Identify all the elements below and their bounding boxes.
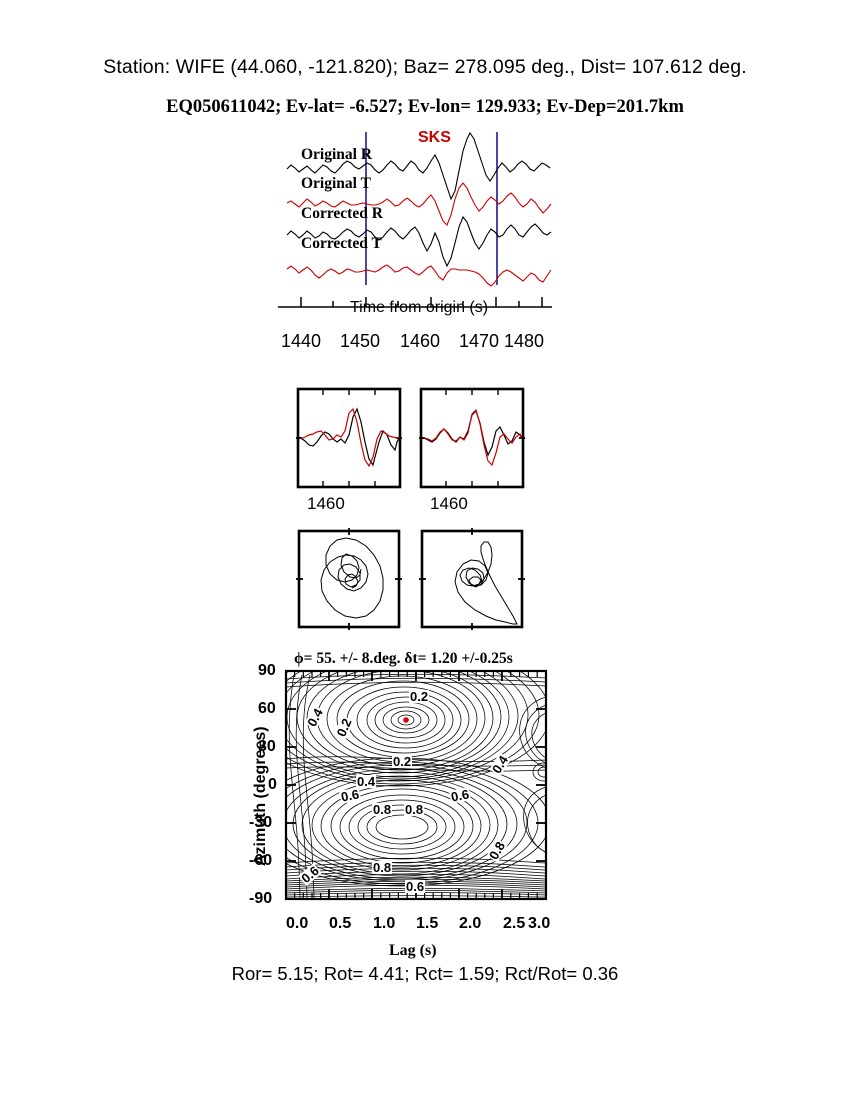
waveform-panel (278, 131, 552, 308)
contour-xtick-5: 2.5 (503, 915, 526, 932)
time-tick-1480: 1480 (504, 331, 545, 351)
zoom-panel-left-frame (296, 387, 402, 489)
zoom-right-trace-fast (423, 409, 523, 457)
contour-label-3: 0.2 (392, 754, 413, 769)
contour-label-9: 0.8 (404, 802, 425, 817)
particle-motion-left (296, 528, 402, 630)
particle-motion-right-path (454, 541, 518, 625)
contour-label-5: 0.4 (356, 774, 377, 789)
contour-xtick-1: 0.5 (329, 915, 352, 932)
event-header-line: EQ050611042; Ev-lat= -6.527; Ev-lon= 129… (166, 97, 684, 117)
contour-label-7: 0.6 (448, 786, 472, 805)
time-tick-1440: 1440 (281, 331, 322, 351)
trace-corrected-r (286, 215, 552, 268)
contour-ytick-neg60: -60 (249, 852, 273, 869)
contour-xtick-2: 1.0 (373, 915, 396, 932)
trace-corrected-t (286, 264, 552, 287)
contour-ytick-60: 60 (258, 700, 276, 717)
trace-label-original-r: Original R (301, 146, 373, 163)
contour-y-axis-title: Azimuth (degrees) (252, 726, 269, 866)
footer-stats-line: Ror= 5.15; Rot= 4.41; Rct= 1.59; Rct/Rot… (231, 963, 619, 984)
contour-label-12: 0.8 (372, 860, 393, 875)
contour-ytick-90: 90 (258, 662, 276, 679)
contour-plot-title: ϕ= 55. +/- 8.deg. δt= 1.20 +/-0.25s (294, 650, 513, 667)
contour-ytick-30: 30 (258, 738, 276, 755)
contour-label-13: 0.6 (405, 879, 426, 894)
contour-x-axis-title: Lag (s) (389, 942, 437, 959)
particle-motion-left-path (320, 537, 384, 619)
zoom-panel-left (296, 387, 402, 489)
trace-label-corrected-r: Corrected R (301, 205, 383, 222)
zoom-left-trace-slow (300, 407, 399, 468)
contour-label-8: 0.8 (372, 802, 393, 817)
contour-xtick-3: 1.5 (416, 915, 439, 932)
contour-xtick-6: 3.0 (528, 915, 551, 932)
contour-x-major-ticks (285, 671, 547, 899)
zoom-right-trace-slow (423, 408, 523, 467)
zoom-left-trace-fast (300, 407, 400, 467)
particle-motion-left-frame (297, 529, 401, 629)
time-tick-1460: 1460 (400, 331, 441, 351)
zoom-right-xtick: 1460 (430, 494, 468, 513)
time-tick-1450: 1450 (340, 331, 381, 351)
zoom-panel-right (419, 387, 525, 489)
contour-xtick-4: 2.0 (459, 915, 482, 932)
particle-motion-right-frame (420, 529, 524, 629)
station-header-line: Station: WIFE (44.060, -121.820); Baz= 2… (103, 56, 747, 78)
contour-label-2: 0.2 (409, 689, 430, 704)
particle-motion-right (419, 528, 525, 630)
contour-plot (284, 669, 548, 901)
trace-original-r (286, 131, 551, 201)
best-fit-marker (403, 717, 409, 723)
trace-label-corrected-t: Corrected T (301, 235, 382, 252)
time-tick-1470: 1470 (459, 331, 500, 351)
contour-ytick-neg90: -90 (249, 890, 273, 907)
trace-label-original-t: Original T (301, 175, 371, 192)
phase-label-sks: SKS (418, 129, 451, 146)
zoom-left-xtick: 1460 (307, 494, 345, 513)
contour-label-6: 0.6 (338, 786, 362, 805)
contour-xtick-0: 0.0 (286, 915, 309, 932)
time-axis-title: Time from origin (s) (350, 299, 489, 316)
contour-x-minor-ticks (294, 671, 538, 899)
time-axis-ticks (300, 297, 543, 307)
trace-original-t (286, 182, 552, 226)
contour-ytick-0: 0 (268, 776, 277, 793)
contour-ytick-neg30: -30 (249, 814, 273, 831)
